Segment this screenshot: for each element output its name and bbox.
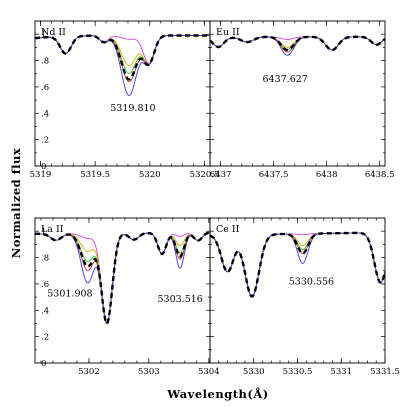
- x-tick-label: 5304: [198, 367, 220, 377]
- x-axis-title: Wavelength(Å): [166, 387, 268, 401]
- ion-label: Nd II: [41, 27, 66, 38]
- x-tick-label: 5320.5: [190, 170, 220, 180]
- line-wavelength-label: 5330.556: [289, 277, 334, 288]
- y-tick-label: 1: [41, 227, 46, 237]
- panel-la-ii: 0 .2 .4 .6 .8 1 5302 5303 5304 La II 5301.908 5303.…: [34, 217, 220, 377]
- y-tick-label: .2: [41, 333, 49, 343]
- observed-spectrum: [210, 231, 385, 298]
- line-wavelength-label: 5303.516: [158, 294, 203, 305]
- line-wavelength-label: 5301.908: [47, 288, 92, 299]
- y-tick-label: .6: [41, 280, 49, 290]
- curves: [210, 231, 385, 298]
- panel-frame: [34, 20, 211, 167]
- y-tick-label: .4: [41, 109, 49, 119]
- x-tick-label: 5331: [330, 367, 352, 377]
- curves: [210, 35, 385, 56]
- model-spectrum-2: [210, 36, 385, 51]
- x-tick-label: 5302: [78, 367, 100, 377]
- y-tick-label: 1: [41, 30, 46, 40]
- line-wavelength-label: 5319.810: [110, 103, 155, 114]
- y-tick-label: 0: [41, 162, 46, 172]
- model-spectrum-4: [210, 36, 385, 51]
- observed-spectrum: [35, 231, 210, 325]
- model-spectrum-1: [35, 35, 210, 83]
- panel-frame: [209, 20, 386, 167]
- y-axis-title: Normalized flux: [9, 148, 23, 259]
- x-tick-label: 5330: [243, 367, 265, 377]
- x-tick-label: 6438.5: [365, 170, 395, 180]
- y-tick-label: .2: [41, 136, 49, 146]
- observed-spectrum: [210, 35, 385, 52]
- x-tick-label: 5319: [30, 170, 52, 180]
- model-spectrum-3: [210, 36, 385, 51]
- x-tick-label: 5330.5: [283, 367, 313, 377]
- line-wavelength-label: 6437.627: [263, 74, 308, 85]
- panels-group: 0 .2 .4 .6 .8 1 5319 5319.5 5320 5320.5 Nd II 5319.…: [30, 20, 400, 377]
- x-tick-label: 5319.5: [80, 170, 110, 180]
- ion-label: Eu II: [216, 27, 240, 38]
- observed-spectrum: [35, 34, 210, 81]
- ion-label: La II: [41, 224, 64, 235]
- x-tick-label: 6438: [316, 170, 338, 180]
- y-tick-label: .8: [41, 57, 49, 67]
- x-tick-label: 5320: [139, 170, 161, 180]
- panel-ce-ii: 5330 5330.5 5331 5331.5 Ce II 5330.556: [209, 217, 400, 377]
- panel-nd-ii: 0 .2 .4 .6 .8 1 5319 5319.5 5320 5320.5 Nd II 5319.…: [30, 20, 220, 180]
- model-spectrum-0: [35, 232, 210, 325]
- y-tick-label: .6: [41, 83, 49, 93]
- panel-eu-ii: 6437 6437.5 6438 6438.5 Eu II 6437.627: [209, 20, 395, 180]
- curves: [35, 231, 210, 325]
- y-tick-label: .8: [41, 254, 49, 264]
- ion-label: Ce II: [216, 224, 240, 235]
- curves: [35, 34, 210, 96]
- x-tick-label: 5303: [138, 367, 160, 377]
- y-tick-label: 0: [41, 359, 46, 369]
- panel-frame: [209, 217, 386, 364]
- x-tick-label: 6437: [210, 170, 232, 180]
- x-tick-label: 5331.5: [370, 367, 400, 377]
- y-tick-label: .4: [41, 306, 49, 316]
- x-tick-label: 6437.5: [259, 170, 289, 180]
